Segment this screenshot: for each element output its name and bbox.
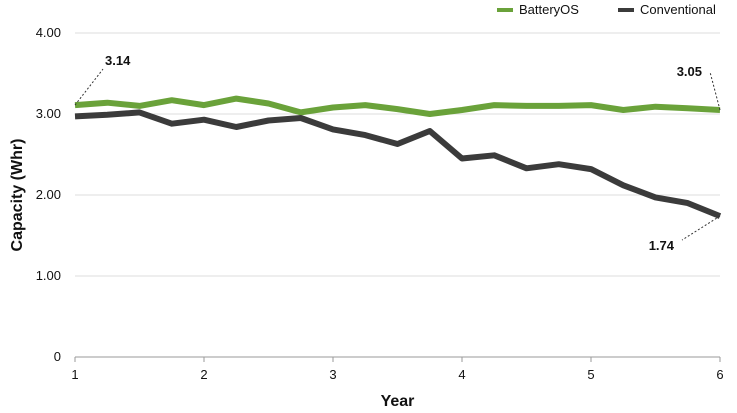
y-tick-label: 2.00 [36,187,61,202]
callout-leader-1 [709,71,721,111]
callout-label-1: 3.05 [677,64,702,79]
series-line-batteryos [74,95,721,117]
y-axis-title: Capacity (Whr) [9,139,26,252]
callout-leader-0 [74,68,104,106]
y-tick-label: 1.00 [36,268,61,283]
x-axis-ticks: 1 2 3 4 5 6 [71,357,724,382]
y-tick-label: 0 [54,349,61,364]
legend-label-conventional: Conventional [640,2,716,17]
x-tick-label: 4 [458,367,465,382]
x-axis-title: Year [381,393,415,410]
callout-leader-2 [681,215,721,241]
y-tick-label: 4.00 [36,25,61,40]
legend: BatteryOS Conventional [497,2,716,17]
callout-label-0: 3.14 [105,53,131,68]
x-tick-label: 5 [587,367,594,382]
series-line-conventional [74,109,722,219]
series-lines [74,95,722,219]
y-tick-label: 3.00 [36,106,61,121]
x-tick-label: 3 [329,367,336,382]
y-axis-ticks: 0 1.00 2.00 3.00 4.00 [36,25,61,364]
x-tick-label: 2 [200,367,207,382]
callout-label-2: 1.74 [649,238,675,253]
callouts: 3.14 3.05 1.74 [74,53,721,253]
x-tick-label: 6 [716,367,723,382]
x-tick-label: 1 [71,367,78,382]
grid-lines [75,32,720,277]
legend-label-batteryos: BatteryOS [519,2,579,17]
